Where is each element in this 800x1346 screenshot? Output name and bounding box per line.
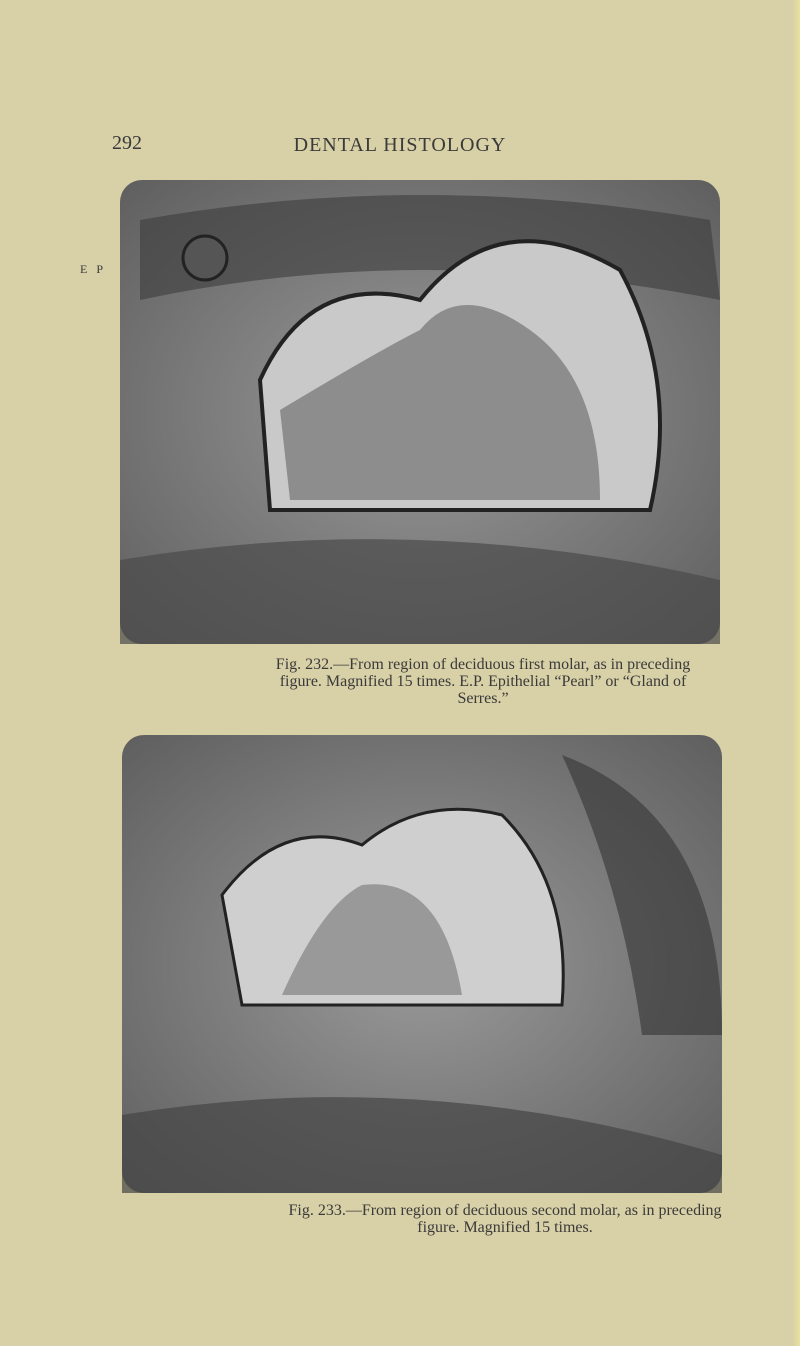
running-head: DENTAL HISTOLOGY (293, 134, 507, 156)
micrograph (120, 180, 720, 644)
figure-caption: Fig. 233.—From region of deciduous secon… (288, 1202, 722, 1236)
figure-label: E P (80, 262, 107, 276)
figure-caption: Fig. 232.—From region of deciduous first… (275, 656, 691, 707)
micrograph (122, 735, 722, 1193)
page-number: 292 (112, 132, 142, 154)
page-edge (792, 0, 800, 1346)
